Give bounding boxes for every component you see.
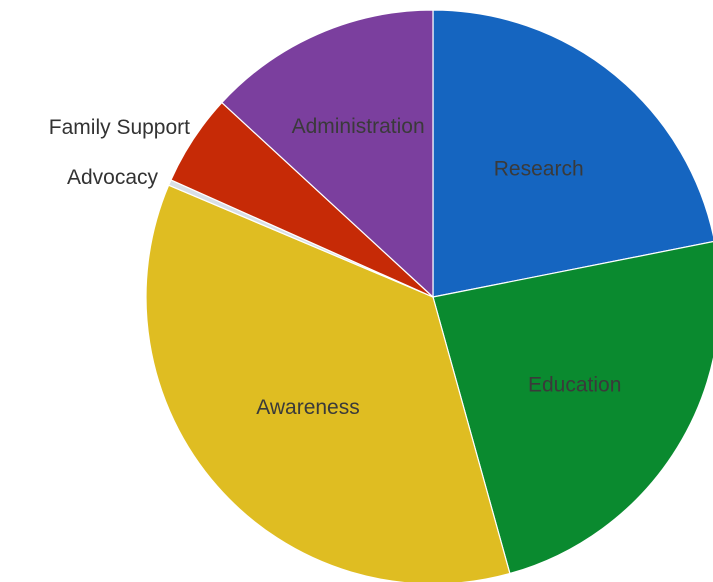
slices-layer [145,9,713,582]
slice-label-family-support: Family Support [49,116,190,139]
slice-label-research: Research [494,157,584,180]
labels-layer: Research Education Awareness Advocacy Family… [49,115,622,419]
slice-label-advocacy: Advocacy [67,166,159,189]
pie-slice-administration[interactable] [220,9,434,299]
slice-label-administration: Administration [292,115,425,138]
pie-slice-education[interactable] [432,241,713,575]
pie-slice-research[interactable] [432,9,713,298]
slice-label-awareness: Awareness [256,396,360,419]
slice-label-education: Education [528,373,621,396]
pie-slice-awareness[interactable] [145,184,511,582]
